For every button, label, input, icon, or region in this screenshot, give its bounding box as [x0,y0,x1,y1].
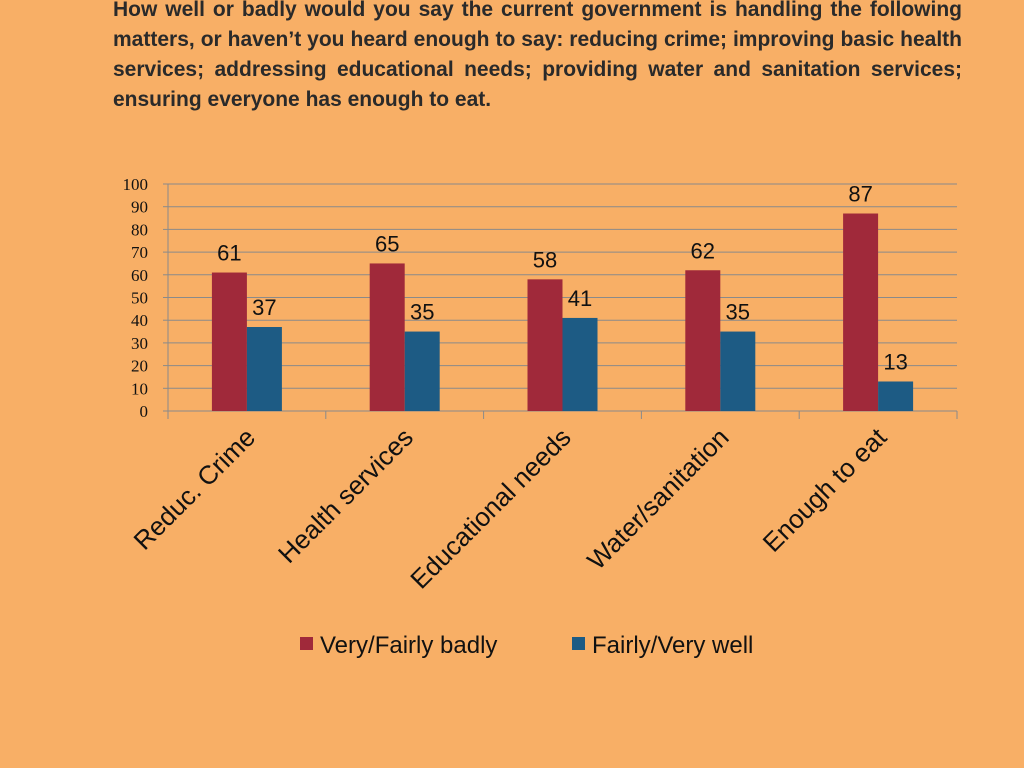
data-label: 35 [726,300,750,325]
legend-swatch [572,637,585,650]
y-tick-label: 60 [131,266,148,285]
category-label: Educational needs [404,422,577,595]
bar [527,279,563,411]
legend-label: Very/Fairly badly [320,632,497,659]
data-label: 41 [568,286,592,311]
y-tick-label: 20 [131,357,148,376]
category-label: Health services [272,422,419,569]
data-label: 62 [691,238,715,263]
bar [404,331,440,411]
category-label: Enough to eat [757,421,893,557]
y-tick-label: 10 [131,379,148,398]
y-tick-label: 90 [131,198,148,217]
y-tick-label: 30 [131,334,148,353]
data-label: 87 [848,182,872,207]
y-tick-label: 40 [131,311,148,330]
data-label: 37 [252,295,276,320]
data-label: 35 [410,300,434,325]
bar [843,213,879,411]
category-label: Water/sanitation [581,422,734,575]
bar [878,381,914,411]
bar [211,272,247,411]
bar [369,263,405,411]
bar [720,331,756,411]
y-tick-label: 50 [131,289,148,308]
legend-label: Fairly/Very well [592,632,753,659]
data-label: 65 [375,231,399,256]
category-label: Reduc. Crime [128,422,262,556]
y-tick-label: 80 [131,220,148,239]
data-label: 58 [533,247,557,272]
bar [685,270,721,411]
bar [246,327,282,411]
y-tick-label: 70 [131,243,148,262]
bar [562,317,598,411]
y-tick-label: 100 [123,175,149,194]
question-text: How well or badly would you say the curr… [113,0,962,111]
data-label: 61 [217,241,241,266]
data-label: 13 [883,349,907,374]
legend-swatch [300,637,313,650]
y-tick-label: 0 [140,402,149,421]
